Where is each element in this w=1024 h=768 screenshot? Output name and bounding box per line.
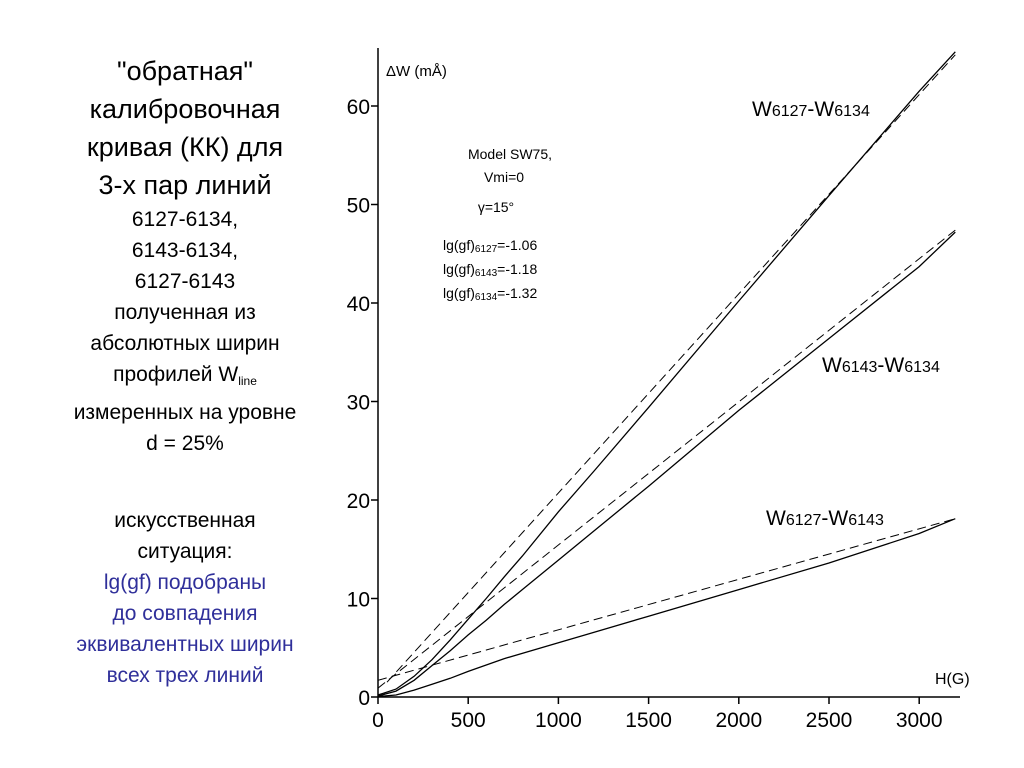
series-label-w6127-w6143: W6127-W6143 (766, 507, 884, 530)
line-subscript: line (238, 374, 257, 388)
pair-2: 6143-6134, (131, 239, 239, 262)
x-tick-label: 2000 (715, 709, 762, 732)
x-tick-label: 1500 (625, 709, 672, 732)
series-label-w6127-w6134: W6127-W6134 (752, 98, 870, 121)
series-label-w6143-w6134: W6143-W6134 (822, 354, 940, 377)
annotation-lg-6143: lg(gf)6143=-1.18 (443, 261, 537, 279)
x-tick-label: 3000 (896, 709, 943, 732)
pair-1: 6127-6134, (131, 208, 239, 231)
desc-line-1: полученная из (114, 301, 256, 324)
curve-2 (377, 231, 956, 697)
annotation-vmi: Vmi=0 (484, 169, 524, 185)
desc-line-4: измеренных на уровне (73, 401, 297, 424)
model-annotation: Model SW75, Vmi=0 γ=15° lg(gf)6127=-1.06… (443, 146, 552, 303)
blue-line-2: до совпадения (112, 602, 258, 625)
title-line-2: калибровочная (89, 94, 281, 124)
y-tick-label: 0 (358, 687, 370, 710)
fit-line-1 (386, 54, 956, 683)
annotation-lg-6134: lg(gf)6134=-1.32 (443, 285, 537, 303)
pair-3: 6127-6143 (134, 270, 236, 293)
situation-line-2: ситуация: (137, 540, 233, 563)
annotation-lg-6127: lg(gf)6127=-1.06 (443, 237, 537, 255)
annotation-model: Model SW75, (468, 146, 552, 162)
x-tick-label: 2500 (806, 709, 853, 732)
fit-line-5 (377, 518, 956, 681)
y-tick-label: 10 (347, 589, 370, 612)
y-tick-label: 50 (347, 195, 370, 218)
x-tick-label: 500 (451, 709, 486, 732)
curve-4 (377, 518, 956, 698)
desc-line-3-text: профилей W (113, 363, 239, 386)
left-text-panel: "обратная" калибровочная кривая (КК) для… (30, 52, 340, 691)
desc-line-3: профилей Wline (30, 359, 340, 397)
y-tick-label: 60 (347, 96, 370, 119)
title-line-3: кривая (КК) для (86, 132, 284, 162)
x-axis-label: H(G) (935, 671, 970, 688)
desc-line-5: d = 25% (146, 432, 224, 455)
axis-ticks: 0 500 1000 1500 2000 2500 3000 0 10 20 30 40 50 60 (347, 96, 943, 732)
x-tick-label: 0 (372, 709, 384, 732)
y-tick-label: 40 (347, 293, 370, 316)
curves (377, 51, 956, 698)
y-tick-label: 20 (347, 490, 370, 513)
y-tick-label: 30 (347, 392, 370, 415)
annotation-gamma: γ=15° (478, 199, 514, 215)
blue-line-1: lg(gf) подобраны (103, 571, 267, 594)
y-axis-label: ΔW (mÅ) (386, 63, 447, 80)
fit-line-3 (377, 229, 956, 689)
situation-line-1: искусственная (114, 509, 256, 532)
blue-line-3: эквивалентных ширин (76, 633, 294, 656)
x-tick-label: 1000 (535, 709, 582, 732)
desc-line-2: абсолютных ширин (90, 332, 280, 355)
blue-line-4: всех трех линий (106, 664, 264, 687)
title-line-1: "обратная" (116, 56, 253, 86)
title-line-4: 3-х пар линий (98, 170, 272, 200)
